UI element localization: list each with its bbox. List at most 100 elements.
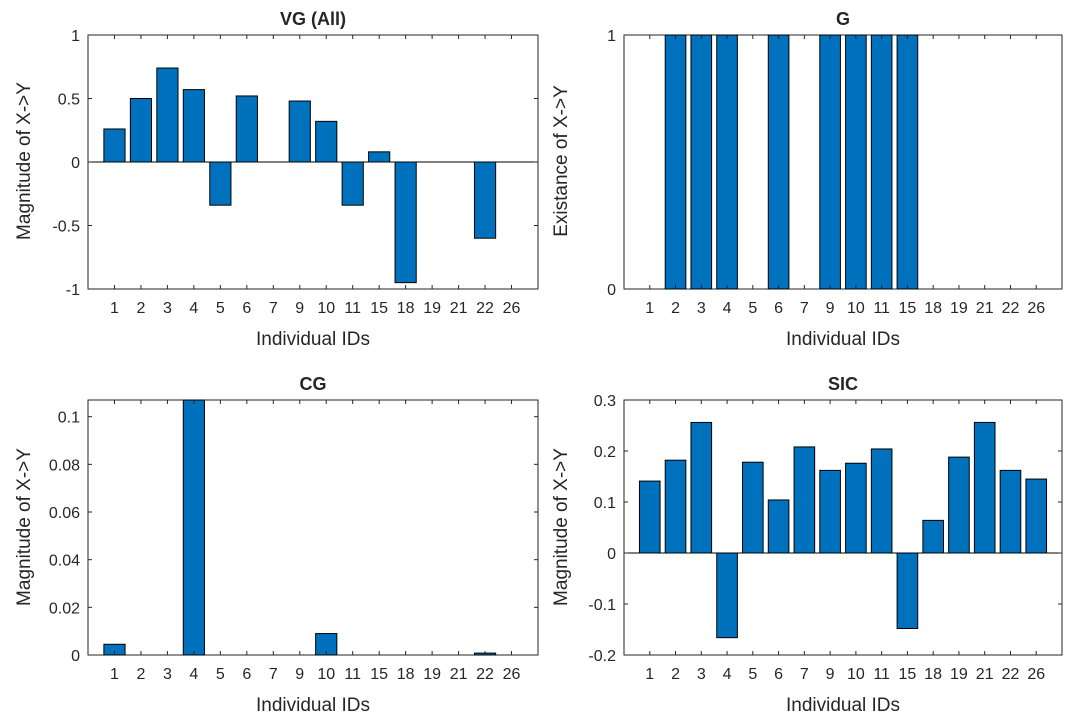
x-tick-label: 5 — [748, 666, 757, 683]
chart-title: G — [836, 9, 850, 29]
y-tick-label: 1 — [607, 28, 616, 45]
x-tick-label: 3 — [697, 300, 706, 317]
x-tick-label: 15 — [370, 666, 388, 683]
y-tick-label: 0 — [71, 648, 80, 665]
bar-19 — [948, 456, 970, 554]
bar-10 — [845, 462, 867, 554]
x-tick-label: 1 — [110, 666, 119, 683]
x-tick-label: 26 — [503, 666, 521, 683]
x-tick-label: 15 — [899, 666, 917, 683]
bar-2 — [664, 34, 687, 290]
bar-2 — [664, 459, 687, 554]
bar-11 — [870, 448, 893, 554]
y-axis-label: Magnitude of X->Y — [551, 448, 572, 606]
y-tick-label: 0.3 — [594, 393, 616, 410]
y-axis-label: Magnitude of X->Y — [14, 82, 35, 240]
bar-2 — [129, 98, 153, 163]
x-tick-label: 9 — [826, 300, 835, 317]
x-axis-label: Individual IDs — [786, 695, 900, 716]
y-tick-label: 0.1 — [594, 495, 616, 512]
y-tick-label: 0 — [607, 546, 616, 563]
x-tick-label: 18 — [397, 300, 415, 317]
x-tick-label: 10 — [317, 666, 335, 683]
bar-18 — [922, 519, 944, 554]
x-tick-label: 21 — [976, 300, 994, 317]
bar-3 — [690, 34, 713, 290]
y-tick-label: 0.06 — [49, 505, 80, 522]
bar-4 — [182, 399, 205, 656]
x-tick-label: 7 — [800, 666, 809, 683]
bar-22 — [473, 161, 497, 239]
y-tick-label: 0.1 — [58, 410, 80, 427]
x-tick-label: 22 — [476, 300, 494, 317]
x-tick-label: 19 — [423, 666, 441, 683]
bar-9 — [288, 100, 311, 163]
bar-11 — [341, 161, 364, 206]
x-axis-label: Individual IDs — [256, 329, 370, 350]
bar-22 — [999, 469, 1022, 554]
y-tick-label: 1 — [71, 28, 80, 45]
bar-9 — [819, 469, 841, 554]
x-tick-label: 10 — [847, 666, 865, 683]
x-tick-label: 19 — [950, 666, 968, 683]
bar-9 — [819, 34, 841, 290]
bar-18 — [394, 161, 417, 284]
x-tick-label: 11 — [344, 300, 361, 317]
x-tick-label: 2 — [136, 666, 145, 683]
y-tick-label: 0.02 — [49, 600, 80, 617]
x-tick-label: 5 — [216, 666, 225, 683]
bar-5 — [742, 461, 764, 554]
x-tick-label: 4 — [723, 300, 732, 317]
bar-26 — [1025, 478, 1048, 554]
bar-1 — [638, 480, 661, 554]
x-tick-label: 21 — [450, 300, 468, 317]
bar-7 — [793, 446, 816, 554]
x-tick-label: 2 — [671, 300, 680, 317]
x-tick-label: 10 — [847, 300, 865, 317]
x-tick-label: 7 — [269, 300, 278, 317]
x-tick-label: 11 — [873, 666, 890, 683]
y-tick-label: 0 — [607, 282, 616, 299]
x-tick-label: 26 — [503, 300, 521, 317]
x-tick-label: 9 — [295, 300, 304, 317]
x-tick-label: 9 — [826, 666, 835, 683]
bar-10 — [845, 34, 867, 290]
axes-frame — [87, 399, 539, 656]
chart-title: VG (All) — [280, 9, 346, 29]
x-tick-label: 1 — [645, 300, 654, 317]
x-tick-label: 7 — [800, 300, 809, 317]
x-tick-label: 22 — [476, 666, 494, 683]
x-tick-label: 21 — [450, 666, 468, 683]
bar-15 — [896, 34, 919, 290]
x-tick-label: 4 — [189, 666, 198, 683]
x-tick-label: 22 — [1002, 666, 1020, 683]
x-tick-label: 6 — [242, 300, 251, 317]
bar-4 — [716, 552, 738, 639]
bar-1 — [103, 128, 126, 163]
x-tick-label: 6 — [774, 300, 783, 317]
y-tick-label: 0 — [71, 155, 80, 172]
x-axis-label: Individual IDs — [786, 329, 900, 350]
axes-frame — [623, 399, 1063, 656]
x-tick-label: 11 — [873, 300, 890, 317]
y-tick-label: 0.04 — [49, 553, 80, 570]
chart-vg-all: VG (All) Individual IDs Magnitude of X->… — [14, 9, 539, 350]
x-tick-label: 2 — [671, 666, 680, 683]
bar-4 — [716, 34, 738, 290]
x-tick-label: 1 — [645, 666, 654, 683]
bar-3 — [690, 421, 713, 554]
x-tick-label: 18 — [924, 300, 942, 317]
x-tick-label: 15 — [899, 300, 917, 317]
bar-11 — [870, 34, 893, 290]
x-tick-label: 19 — [950, 300, 968, 317]
x-tick-label: 26 — [1027, 300, 1045, 317]
x-tick-label: 3 — [697, 666, 706, 683]
x-tick-label: 11 — [344, 666, 361, 683]
y-tick-label: -0.2 — [588, 648, 616, 665]
x-tick-label: 3 — [163, 666, 172, 683]
y-tick-label: 0.2 — [594, 444, 616, 461]
